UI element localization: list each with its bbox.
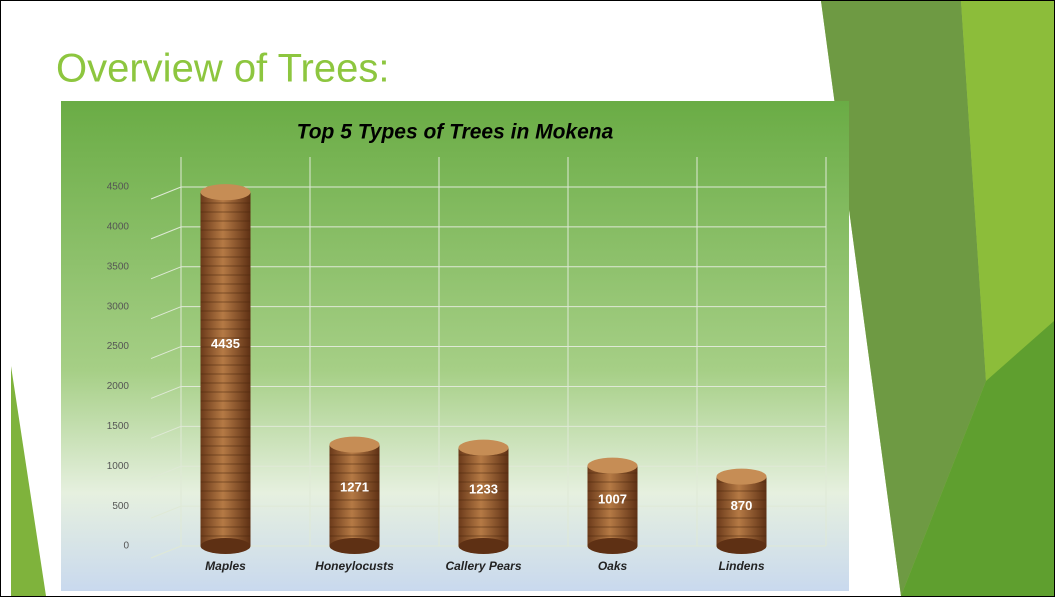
slide-title: Overview of Trees:: [56, 47, 389, 91]
bar-base: [329, 538, 380, 554]
chart-title: Top 5 Types of Trees in Mokena: [297, 121, 614, 144]
bar-rings: [716, 476, 767, 546]
bar-rings: [329, 444, 380, 546]
bar-base: [200, 538, 251, 554]
grid-line: [150, 226, 182, 240]
bar-rings: [200, 192, 251, 547]
grid-line: [150, 266, 182, 280]
grid-line: [150, 346, 182, 360]
data-label: 4435: [211, 336, 240, 351]
decor: [901, 321, 1054, 596]
y-tick-label: 4000: [107, 222, 130, 233]
y-tick-label: 3500: [107, 261, 130, 272]
grid-line: [150, 465, 182, 479]
data-label: 1233: [469, 481, 498, 496]
data-label: 1271: [340, 480, 369, 495]
bar-top: [329, 436, 380, 453]
y-tick-label: 1500: [107, 421, 130, 432]
y-tick-label: 4500: [107, 182, 130, 193]
bar-top: [200, 184, 251, 201]
y-tick-label: 0: [123, 541, 129, 552]
bar-rings: [587, 465, 638, 546]
bar-base: [587, 538, 638, 554]
data-label: 1007: [598, 492, 627, 507]
grid-line: [150, 385, 182, 399]
decor: [11, 366, 46, 596]
grid-line: [150, 306, 182, 320]
bar-top: [716, 468, 767, 485]
y-tick-label: 2500: [107, 341, 130, 352]
x-tick-label: Honeylocusts: [315, 559, 394, 573]
grid-line: [150, 545, 182, 559]
bar-base: [716, 538, 767, 554]
y-tick-label: 1000: [107, 461, 130, 472]
grid-line: [150, 505, 182, 519]
data-label: 870: [731, 498, 753, 513]
grid-line: [150, 186, 182, 200]
grid-line: [150, 425, 182, 439]
x-tick-label: Callery Pears: [445, 559, 521, 573]
decor: [821, 1, 986, 596]
bar-top: [587, 457, 638, 474]
bar-base: [458, 538, 509, 554]
x-tick-label: Lindens: [718, 559, 764, 573]
bar-top: [458, 439, 509, 456]
y-tick-label: 500: [112, 501, 129, 512]
y-tick-label: 3000: [107, 301, 130, 312]
x-tick-label: Oaks: [598, 559, 628, 573]
y-tick-label: 2000: [107, 381, 130, 392]
x-tick-label: Maples: [205, 559, 246, 573]
bar-rings: [458, 447, 509, 546]
